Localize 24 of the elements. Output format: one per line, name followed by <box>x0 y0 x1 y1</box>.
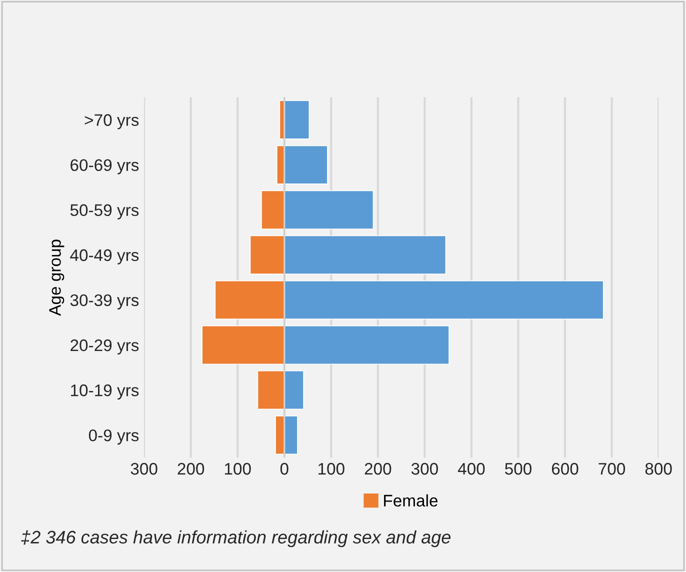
x-tick-label: 300 <box>130 462 158 475</box>
y-tick-label: >70 yrs <box>84 114 139 130</box>
y-tick-label: 40-49 yrs <box>70 249 139 264</box>
y-tick-label: 60-69 yrs <box>70 159 139 174</box>
x-tick-label: 100 <box>224 462 251 475</box>
x-tick-label: 200 <box>178 462 204 475</box>
x-tick-label: 600 <box>552 462 578 475</box>
y-tick-label: 0-9 yrs <box>88 429 139 445</box>
y-axis-title: Age group <box>49 240 64 316</box>
x-tick-label: 0 <box>280 462 288 475</box>
x-tick-label: 700 <box>598 462 626 475</box>
legend-label: Female <box>384 494 438 507</box>
y-tick-label: 50-59 yrs <box>70 204 139 220</box>
x-tick-label: 500 <box>505 462 532 475</box>
text: ‡2 346 cases have information regarding sex and age <box>21 530 451 548</box>
y-tick-label: 30-39 yrs <box>70 294 139 310</box>
x-tick-label: 300 <box>411 462 438 475</box>
x-tick-label: 400 <box>458 462 485 475</box>
y-tick-label: 10-19 yrs <box>71 384 139 400</box>
bar <box>284 100 310 140</box>
y-tick-label: 20-29 yrs <box>70 339 139 354</box>
x-tick-label: 200 <box>364 462 392 475</box>
x-tick-label: 800 <box>645 462 672 475</box>
x-tick-label: 100 <box>318 462 344 475</box>
